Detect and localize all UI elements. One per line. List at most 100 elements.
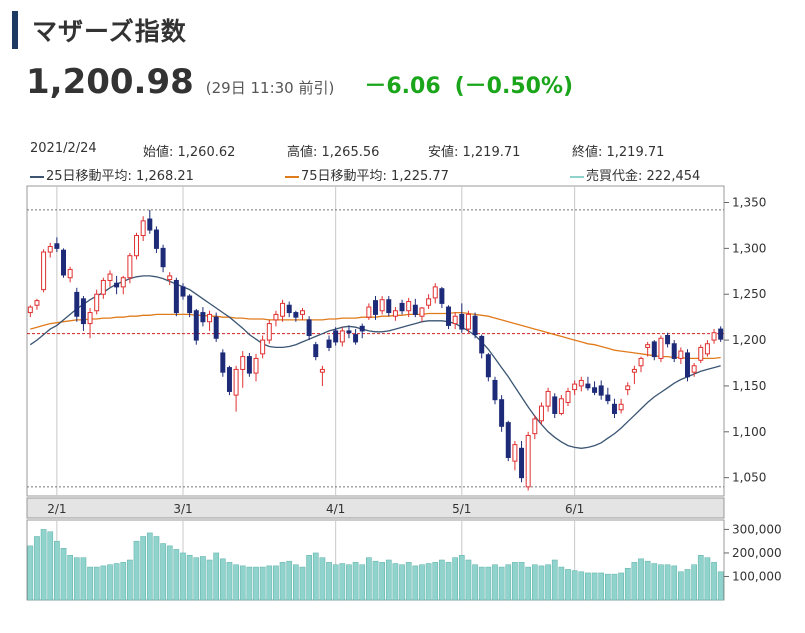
candle-body bbox=[240, 356, 246, 370]
price-plot-frame bbox=[26, 185, 725, 497]
volume-bar bbox=[312, 552, 319, 601]
candle-body bbox=[286, 304, 292, 314]
candle-body bbox=[233, 368, 239, 396]
candle-body bbox=[406, 301, 412, 312]
candle-body bbox=[505, 422, 511, 458]
candle-body bbox=[147, 218, 153, 231]
info-low: 安値: 1,219.71 bbox=[428, 145, 521, 160]
volume-bar bbox=[246, 566, 253, 601]
candle-body bbox=[618, 403, 624, 411]
candle-body bbox=[220, 352, 226, 373]
candle-body bbox=[333, 330, 339, 343]
candle-body bbox=[27, 306, 33, 314]
candle-body bbox=[187, 295, 193, 314]
candle-body bbox=[465, 313, 471, 330]
volume-bar bbox=[54, 540, 60, 601]
candle-body bbox=[353, 334, 359, 343]
volume-bar bbox=[372, 560, 379, 601]
candle-body bbox=[684, 352, 690, 378]
volume-tick-label: 300,000 bbox=[732, 522, 782, 536]
page-title: マザーズ指数 bbox=[32, 17, 187, 46]
candle-body bbox=[87, 312, 93, 325]
volume-bar bbox=[611, 573, 618, 601]
volume-bar bbox=[73, 557, 80, 601]
candle-body bbox=[293, 312, 299, 318]
candle-body bbox=[366, 306, 372, 318]
volume-bar bbox=[279, 562, 286, 601]
candle-body bbox=[379, 299, 385, 312]
volume-bar bbox=[273, 565, 279, 601]
candle-body bbox=[452, 315, 458, 325]
current-price: 1,200.98 bbox=[26, 62, 194, 102]
volume-bar bbox=[67, 555, 73, 601]
volume-bar bbox=[366, 557, 372, 601]
volume-bar bbox=[153, 536, 160, 601]
candle-body bbox=[346, 330, 352, 334]
volume-bar bbox=[412, 565, 419, 601]
candle-body bbox=[611, 403, 617, 414]
volume-bar bbox=[545, 564, 551, 601]
candle-body bbox=[373, 300, 378, 315]
candle-body bbox=[273, 313, 279, 321]
candle-body bbox=[207, 313, 213, 323]
volume-bar bbox=[127, 559, 133, 601]
volume-bar bbox=[352, 562, 359, 601]
volume-bar bbox=[704, 557, 711, 601]
candle-body bbox=[512, 444, 518, 462]
volume-bar bbox=[47, 531, 54, 601]
candle-body bbox=[691, 365, 697, 373]
candle-body bbox=[698, 346, 704, 361]
candle-body bbox=[299, 310, 305, 315]
volume-bar bbox=[60, 547, 67, 601]
candle-body bbox=[631, 368, 637, 373]
volume-bar bbox=[425, 563, 432, 601]
volume-bar bbox=[120, 562, 127, 601]
volume-bar bbox=[299, 566, 306, 601]
candle-body bbox=[61, 249, 67, 276]
volume-bar bbox=[206, 559, 213, 601]
candle-body bbox=[359, 325, 365, 332]
candle-body bbox=[412, 304, 418, 315]
price-tick-label: 1,350 bbox=[732, 196, 766, 210]
ma25-legend-line bbox=[30, 175, 44, 178]
candle-body bbox=[492, 379, 498, 401]
candle-body bbox=[426, 298, 432, 306]
volume-bar bbox=[671, 565, 678, 601]
volume-bar bbox=[485, 566, 492, 601]
title-accent-bar bbox=[12, 11, 18, 49]
candle-body bbox=[47, 246, 53, 253]
candle-body bbox=[552, 396, 558, 414]
ma75-legend-line bbox=[285, 175, 299, 178]
volume-bar bbox=[405, 562, 412, 601]
candle-body bbox=[459, 313, 465, 330]
candle-body bbox=[120, 277, 126, 288]
candle-body bbox=[485, 354, 491, 378]
candle-body bbox=[213, 316, 219, 339]
volume-bar bbox=[525, 566, 532, 601]
volume-bar bbox=[306, 555, 312, 601]
volume-bar bbox=[93, 566, 100, 601]
volume-bar bbox=[512, 562, 518, 601]
ma25-line bbox=[29, 275, 721, 449]
price-tick-label: 1,150 bbox=[732, 379, 766, 393]
volume-bar bbox=[439, 559, 445, 601]
candle-body bbox=[134, 235, 140, 257]
candle-body bbox=[399, 302, 405, 312]
volume-bar bbox=[644, 560, 651, 601]
candle-body bbox=[578, 379, 584, 387]
volume-bar bbox=[379, 562, 385, 601]
volume-bar bbox=[160, 543, 166, 601]
candle-body bbox=[246, 356, 252, 374]
volume-bar bbox=[100, 565, 107, 601]
candle-body bbox=[226, 367, 232, 392]
candle-body bbox=[180, 286, 186, 297]
candle-body bbox=[74, 291, 80, 317]
volume-bar bbox=[392, 563, 399, 601]
candle-body bbox=[94, 293, 100, 312]
candle-body bbox=[140, 220, 146, 237]
candle-body bbox=[645, 344, 651, 348]
volume-bar bbox=[538, 565, 545, 601]
candle-body bbox=[419, 307, 425, 317]
volume-bar bbox=[624, 567, 631, 601]
